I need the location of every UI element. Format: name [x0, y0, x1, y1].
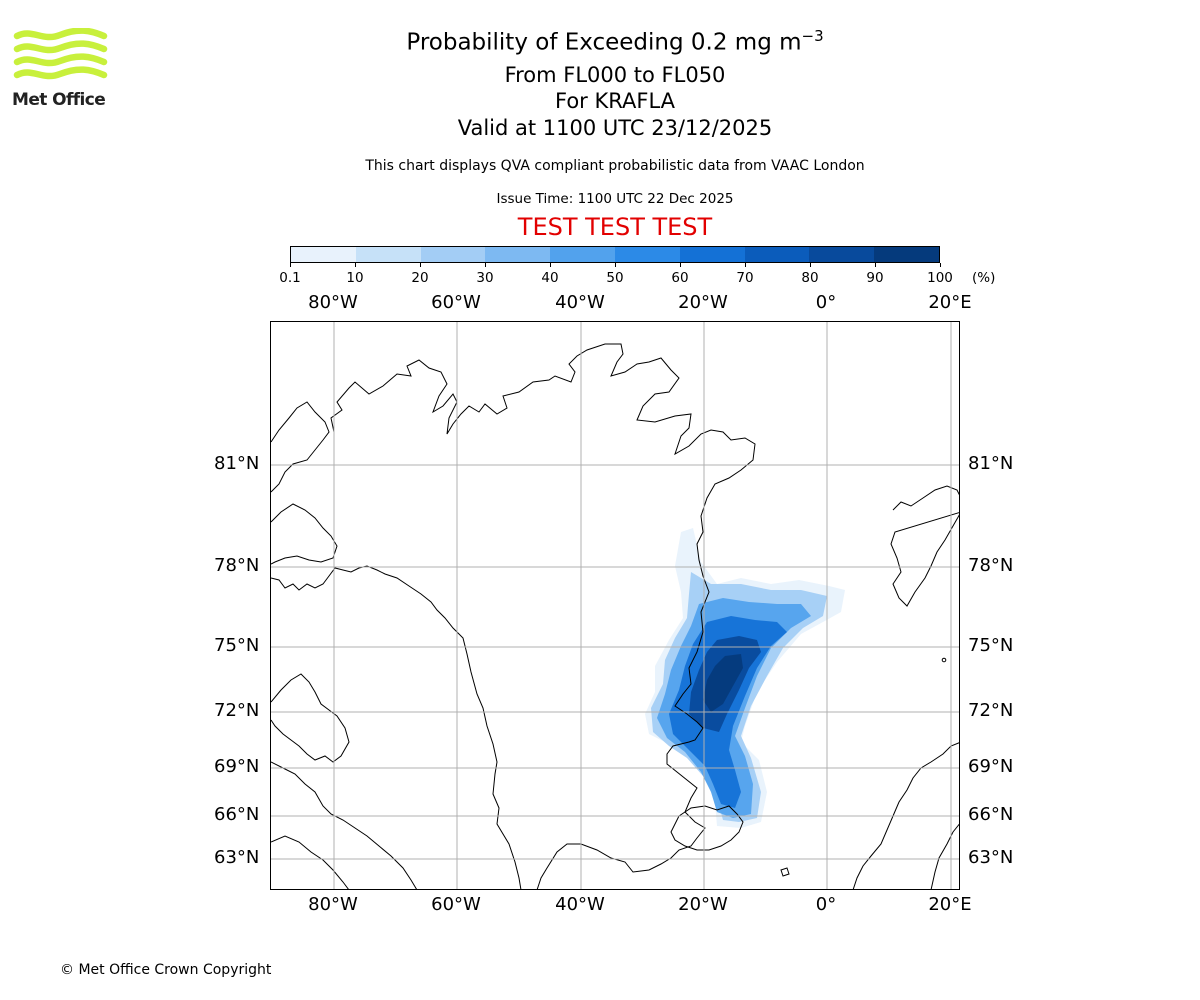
colorbar-tick-mark: [290, 263, 291, 267]
colorbar-tick-mark: [745, 263, 746, 267]
colorbar-tick-mark: [615, 263, 616, 267]
chart-title: Probability of Exceeding 0.2 mg m−3: [406, 27, 824, 56]
coastlines: [271, 343, 959, 889]
colorbar-tick-label: 30: [476, 270, 494, 286]
colorbar-unit: (%): [972, 270, 996, 286]
iceland-coastline: [670, 805, 744, 851]
colorbar-segment: [485, 247, 551, 262]
logo-text: Met Office: [12, 90, 106, 110]
colorbar-tick-label: 70: [736, 270, 754, 286]
colorbar-segment: [550, 247, 615, 262]
colorbar-tick-mark: [420, 263, 421, 267]
latitude-label: 81°N: [968, 453, 1014, 474]
latitude-label: 75°N: [214, 635, 260, 656]
longitude-label: 20°W: [678, 894, 728, 915]
colorbar-tick-mark: [875, 263, 876, 267]
longitude-label: 0°: [815, 292, 837, 313]
colorbar-segment: [744, 247, 810, 262]
longitude-label: 20°E: [928, 894, 972, 915]
svalbard-coastline: [890, 485, 959, 607]
colorbar-tick-label: 100: [927, 270, 953, 286]
colorbar-segment: [809, 247, 875, 262]
ash-probability-plume: [645, 528, 845, 828]
colorbar-tick-label: 90: [866, 270, 884, 286]
longitude-label: 80°W: [308, 292, 358, 313]
longitude-label: 20°E: [928, 292, 972, 313]
colorbar-segment: [874, 247, 939, 262]
longitude-label: 60°W: [431, 894, 481, 915]
latitude-label: 81°N: [214, 453, 260, 474]
flight-levels: From FL000 to FL050: [504, 63, 726, 87]
colorbar-tick-mark: [940, 263, 941, 267]
colorbar-segment: [291, 247, 356, 262]
latitude-label: 63°N: [214, 847, 260, 868]
colorbar-segment: [420, 247, 486, 262]
colorbar-tick-mark: [680, 263, 681, 267]
colorbar-segment: [679, 247, 745, 262]
colorbar-tick-label: 20: [411, 270, 429, 286]
longitude-label: 0°: [815, 894, 837, 915]
colorbar-tick-mark: [810, 263, 811, 267]
colorbar-segment: [355, 247, 421, 262]
longitude-label: 60°W: [431, 292, 481, 313]
greenland-coastline: [271, 343, 756, 889]
colorbar-tick-mark: [485, 263, 486, 267]
latitude-label: 75°N: [968, 635, 1014, 656]
valid-time: Valid at 1100 UTC 23/12/2025: [457, 116, 773, 140]
norway-coastline: [852, 742, 959, 889]
baffin-coastline: [271, 673, 417, 889]
colorbar-tick-label: 0.1: [279, 270, 301, 286]
latitude-label: 78°N: [214, 555, 260, 576]
faroe-coastline: [780, 867, 790, 877]
ellesmere-coastline: [271, 401, 338, 565]
colorbar-tick-label: 80: [801, 270, 819, 286]
plume-probability-band: [703, 654, 743, 712]
chart-note: This chart displays QVA compliant probab…: [365, 158, 865, 174]
volcano-name: For KRAFLA: [555, 89, 675, 113]
colorbar: [290, 246, 940, 263]
longitude-label: 40°W: [555, 894, 605, 915]
latitude-label: 69°N: [968, 756, 1014, 777]
colorbar-tick-label: 60: [671, 270, 689, 286]
longitude-label: 80°W: [308, 894, 358, 915]
map-svg: [271, 322, 959, 889]
met-office-logo: Met Office: [12, 27, 112, 112]
colorbar-segment: [614, 247, 680, 262]
jan-mayen-coastline: [941, 657, 947, 663]
graticule: [271, 322, 959, 889]
issue-time: Issue Time: 1100 UTC 22 Dec 2025: [496, 191, 734, 207]
latitude-label: 78°N: [968, 555, 1014, 576]
hudson-coastline: [271, 835, 349, 889]
map-panel: [270, 321, 960, 890]
latitude-label: 72°N: [214, 700, 260, 721]
copyright: © Met Office Crown Copyright: [60, 962, 272, 978]
colorbar-tick-mark: [355, 263, 356, 267]
colorbar-tick-label: 40: [541, 270, 559, 286]
longitude-label: 20°W: [678, 292, 728, 313]
latitude-label: 69°N: [214, 756, 260, 777]
colorbar-tick-label: 10: [346, 270, 364, 286]
latitude-label: 63°N: [968, 847, 1014, 868]
met-office-logo-waves: [13, 27, 108, 80]
longitude-label: 40°W: [555, 292, 605, 313]
colorbar-tick-label: 50: [606, 270, 624, 286]
colorbar-tick-mark: [550, 263, 551, 267]
latitude-label: 66°N: [968, 804, 1014, 825]
latitude-label: 66°N: [214, 804, 260, 825]
test-banner: TEST TEST TEST: [517, 213, 713, 241]
latitude-label: 72°N: [968, 700, 1014, 721]
